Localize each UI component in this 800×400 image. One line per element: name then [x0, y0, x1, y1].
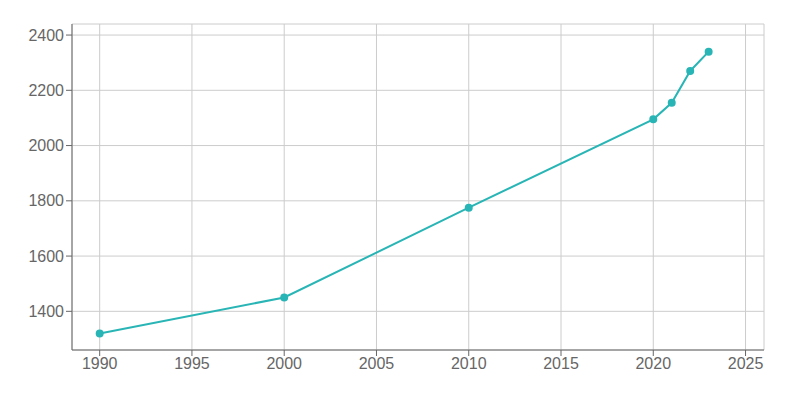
svg-text:2020: 2020 [635, 355, 671, 372]
svg-text:2025: 2025 [728, 355, 764, 372]
svg-text:2005: 2005 [359, 355, 395, 372]
svg-text:1600: 1600 [28, 248, 64, 265]
svg-text:2000: 2000 [28, 137, 64, 154]
svg-text:1800: 1800 [28, 192, 64, 209]
svg-text:2015: 2015 [543, 355, 579, 372]
svg-text:1990: 1990 [82, 355, 118, 372]
svg-text:2010: 2010 [451, 355, 487, 372]
svg-text:1995: 1995 [174, 355, 210, 372]
svg-text:2000: 2000 [266, 355, 302, 372]
svg-text:2400: 2400 [28, 27, 64, 44]
svg-text:2200: 2200 [28, 82, 64, 99]
svg-text:1400: 1400 [28, 303, 64, 320]
